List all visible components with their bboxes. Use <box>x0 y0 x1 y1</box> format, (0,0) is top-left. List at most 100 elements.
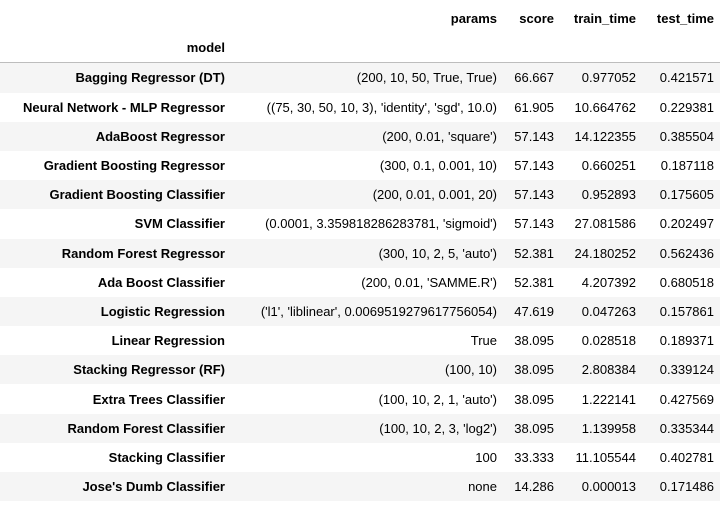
index-name: model <box>0 33 231 64</box>
cell-score: 14.286 <box>514 479 554 495</box>
cell-test-time: 0.562436 <box>659 245 714 261</box>
cell-train-time: 0.660251 <box>581 158 636 174</box>
cell-test-time: 0.427569 <box>659 391 714 407</box>
row-model-name: AdaBoost Regressor <box>95 128 225 144</box>
cell-params: (100, 10, 2, 3, 'log2') <box>379 420 497 436</box>
row-model-name: Stacking Regressor (RF) <box>73 362 225 378</box>
table-row: Random Forest Regressor (300, 10, 2, 5, '… <box>0 238 720 268</box>
row-model-name: Bagging Regressor (DT) <box>75 70 225 86</box>
table-header: params score train_time test_time model <box>0 4 720 64</box>
cell-train-time: 0.000013 <box>581 479 636 495</box>
cell-score: 66.667 <box>514 70 554 86</box>
cell-test-time: 0.385504 <box>659 128 714 144</box>
cell-params: 100 <box>475 449 497 465</box>
cell-test-time: 0.402781 <box>659 449 714 465</box>
cell-params: (200, 10, 50, True, True) <box>356 70 497 86</box>
table-row: AdaBoost Regressor (200, 0.01, 'square') 5… <box>0 121 720 151</box>
row-model-name: Linear Regression <box>111 333 225 349</box>
cell-train-time: 0.977052 <box>581 70 636 86</box>
cell-train-time: 0.047263 <box>581 303 636 319</box>
column-header-train-time: train_time <box>573 11 636 27</box>
index-name-row: model <box>0 33 720 64</box>
table-row: SVM Classifier (0.0001, 3.359818286283781… <box>0 209 720 239</box>
cell-score: 33.333 <box>514 449 554 465</box>
table-row: Random Forest Classifier (100, 10, 2, 3, … <box>0 413 720 443</box>
row-model-name: Logistic Regression <box>100 303 225 319</box>
cell-train-time: 4.207392 <box>581 274 636 290</box>
cell-params: none <box>468 479 497 495</box>
row-model-name: SVM Classifier <box>134 216 225 232</box>
cell-train-time: 24.180252 <box>574 245 636 261</box>
cell-params: (300, 10, 2, 5, 'auto') <box>378 245 497 261</box>
cell-score: 52.381 <box>514 274 554 290</box>
header-corner <box>0 4 231 33</box>
cell-train-time: 2.808384 <box>581 362 636 378</box>
cell-params: ('l1', 'liblinear', 0.006951927961775605… <box>260 303 497 319</box>
table-row: Bagging Regressor (DT) (200, 10, 50, True… <box>0 62 720 93</box>
cell-params: (200, 0.01, 'square') <box>382 128 497 144</box>
table-row: Linear Regression True 38.095 0.028518 0.189… <box>0 326 720 356</box>
cell-test-time: 0.175605 <box>659 187 714 203</box>
cell-train-time: 0.952893 <box>581 187 636 203</box>
cell-train-time: 27.081586 <box>574 216 636 232</box>
cell-test-time: 0.187118 <box>660 158 714 174</box>
column-header-score: score <box>519 11 554 27</box>
cell-score: 57.143 <box>514 187 554 203</box>
table-row: Gradient Boosting Regressor (300, 0.1, 0.… <box>0 150 720 181</box>
table-row: Logistic Regression ('l1', 'liblinear', 0… <box>0 296 720 327</box>
cell-test-time: 0.171486 <box>659 479 714 495</box>
results-dataframe: params score train_time test_time model … <box>0 4 720 502</box>
row-model-name: Random Forest Classifier <box>67 420 226 436</box>
table-row: Extra Trees Classifier (100, 10, 2, 1, 'a… <box>0 384 720 414</box>
cell-test-time: 0.229381 <box>659 99 714 115</box>
cell-train-time: 11.105544 <box>575 449 637 465</box>
cell-score: 38.095 <box>514 333 554 349</box>
cell-test-time: 0.157861 <box>659 303 714 319</box>
cell-score: 52.381 <box>514 245 554 261</box>
cell-train-time: 1.222141 <box>581 391 636 407</box>
row-model-name: Gradient Boosting Regressor <box>43 158 225 174</box>
table-row: Jose's Dumb Classifier none 14.286 0.000013… <box>0 472 720 502</box>
column-header-test-time: test_time <box>656 11 714 27</box>
row-model-name: Jose's Dumb Classifier <box>82 479 225 495</box>
cell-score: 38.095 <box>514 391 554 407</box>
table-row: Gradient Boosting Classifier (200, 0.01, … <box>0 180 720 210</box>
table-row: Ada Boost Classifier (200, 0.01, 'SAMME.R… <box>0 267 720 297</box>
cell-params: ((75, 30, 50, 10, 3), 'identity', 'sgd',… <box>266 99 497 115</box>
cell-train-time: 10.664762 <box>574 99 636 115</box>
table-row: Neural Network - MLP Regressor ((75, 30, … <box>0 92 720 122</box>
cell-params: (0.0001, 3.359818286283781, 'sigmoid') <box>265 216 497 232</box>
row-model-name: Extra Trees Classifier <box>92 391 225 407</box>
row-model-name: Random Forest Regressor <box>61 245 225 261</box>
cell-score: 61.905 <box>514 99 554 115</box>
cell-train-time: 0.028518 <box>581 333 636 349</box>
cell-train-time: 14.122355 <box>574 128 636 144</box>
cell-params: True <box>470 333 497 349</box>
row-model-name: Ada Boost Classifier <box>97 274 225 290</box>
cell-params: (200, 0.01, 0.001, 20) <box>372 187 497 203</box>
table-body: Bagging Regressor (DT) (200, 10, 50, True… <box>0 62 720 502</box>
cell-test-time: 0.421571 <box>659 70 714 86</box>
cell-params: (300, 0.1, 0.001, 10) <box>379 158 497 174</box>
cell-score: 47.619 <box>514 303 554 319</box>
cell-score: 38.095 <box>514 420 554 436</box>
cell-test-time: 0.335344 <box>659 420 714 436</box>
table-row: Stacking Regressor (RF) (100, 10) 38.095 2.… <box>0 355 720 385</box>
cell-score: 57.143 <box>514 158 554 174</box>
row-model-name: Stacking Classifier <box>108 449 225 465</box>
cell-train-time: 1.139958 <box>581 420 636 436</box>
cell-params: (100, 10) <box>444 362 497 378</box>
column-header-params: params <box>450 11 497 27</box>
cell-params: (200, 0.01, 'SAMME.R') <box>361 274 497 290</box>
cell-test-time: 0.202497 <box>659 216 714 232</box>
cell-test-time: 0.189371 <box>659 333 714 349</box>
row-model-name: Neural Network - MLP Regressor <box>22 99 225 115</box>
row-model-name: Gradient Boosting Classifier <box>49 187 225 203</box>
column-header-row: params score train_time test_time <box>0 4 720 33</box>
cell-score: 38.095 <box>514 362 554 378</box>
table-row: Stacking Classifier 100 33.333 11.105544 0.4… <box>0 442 720 472</box>
cell-test-time: 0.680518 <box>659 274 714 290</box>
cell-score: 57.143 <box>514 216 554 232</box>
cell-test-time: 0.339124 <box>659 362 714 378</box>
cell-score: 57.143 <box>514 128 554 144</box>
